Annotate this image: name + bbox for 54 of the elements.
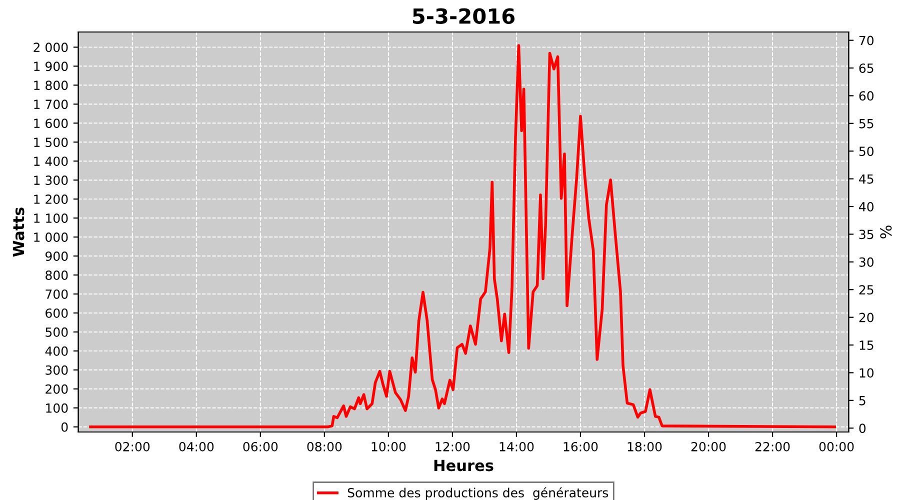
x-tick-label: 14:00 (500, 442, 534, 452)
x-tick-label: 12:00 (436, 442, 470, 452)
y-tick-label: 400 (45, 346, 68, 356)
x-tick-label: 06:00 (243, 442, 278, 452)
x-tick-label: 02:00 (115, 442, 150, 452)
y-tick-label: 100 (46, 403, 68, 413)
y-tick-label: 1 200 (34, 194, 68, 204)
x-tick-label: 08:00 (307, 442, 342, 452)
x-tick-label: 18:00 (628, 442, 662, 452)
x-tick-label: 10:00 (372, 442, 406, 452)
y2-tick-label: 70 (859, 36, 874, 46)
y2-axis-title: % (880, 226, 892, 238)
y-tick-label: 2 000 (34, 42, 68, 52)
y-tick-label: 1 900 (34, 62, 68, 72)
legend-label: Somme des productions des générateurs (348, 487, 608, 500)
y-axis-title: Watts (12, 208, 24, 257)
y2-tick-label: 65 (859, 63, 874, 73)
y-tick-label: 1 100 (34, 214, 68, 223)
y2-tick-label: 20 (859, 312, 874, 322)
y-tick-label: 300 (46, 365, 68, 375)
y-tick-label: 1 700 (34, 100, 68, 110)
y2-tick-label: 45 (859, 174, 874, 184)
y-tick-label: 1 600 (34, 118, 68, 128)
y2-tick-label: 5 (859, 396, 866, 406)
y-tick-label: 1 000 (34, 232, 68, 242)
line-series (89, 44, 836, 428)
y2-tick-label: 40 (859, 202, 874, 212)
y-tick-label: 600 (46, 308, 68, 318)
x-tick-label: 22:00 (755, 442, 790, 452)
y2-tick-label: 0 (859, 424, 866, 434)
y-tick-label: 500 (46, 327, 68, 337)
y2-tick-label: 60 (859, 91, 874, 101)
chart-title: 5-3-2016 (412, 8, 515, 24)
y2-tick-label: 15 (860, 340, 874, 350)
x-axis-title: Heures (434, 460, 494, 472)
y2-tick-label: 25 (859, 285, 874, 295)
y2-tick-label: 30 (859, 257, 874, 267)
y2-tick-label: 50 (859, 146, 874, 156)
y-tick-label: 800 (46, 270, 68, 280)
y-tick-label: 1 800 (34, 80, 68, 90)
y-tick-label: 700 (46, 289, 68, 299)
x-tick-label: 16:00 (564, 442, 598, 452)
y-tick-label: 1 300 (34, 176, 68, 186)
y2-tick-label: 10 (860, 368, 874, 378)
y-tick-label: 1 500 (34, 138, 68, 148)
y-tick-label: 200 (46, 384, 68, 394)
x-tick-label: 00:00 (819, 442, 854, 452)
x-tick-label: 04:00 (179, 442, 214, 452)
y-tick-label: 0 (61, 422, 68, 432)
y2-tick-label: 35 (859, 230, 874, 240)
x-tick-label: 20:00 (691, 442, 726, 452)
y-tick-label: 1 400 (34, 156, 68, 166)
y-tick-label: 900 (46, 251, 68, 261)
y2-tick-label: 55 (859, 119, 874, 128)
